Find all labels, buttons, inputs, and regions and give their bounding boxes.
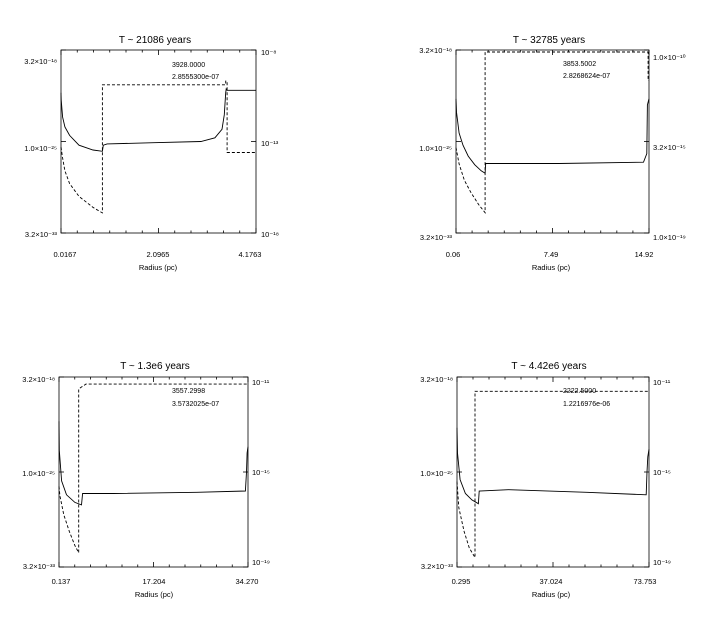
plot-frame	[58, 376, 249, 568]
solid-series-line	[456, 427, 650, 505]
plot-area	[456, 390, 650, 560]
chart-panel-4: T ~ 4.42e6 years 3.2×10⁻¹⁸ 1.0×10⁻²⁵ 3.2…	[420, 361, 671, 599]
left-axis-tick-label: 3.2×10⁻³³	[420, 233, 453, 242]
left-axis-tick-label: 3.2×10⁻¹⁸	[24, 57, 57, 66]
solid-series-line	[60, 87, 256, 152]
right-axis-tick-label: 10⁻¹³	[261, 139, 279, 148]
left-axis-tick-label: 1.0×10⁻²⁵	[24, 144, 57, 153]
x-axis-tick-label: 0.295	[452, 577, 471, 586]
annotation-value-1: 3557.2998	[172, 388, 205, 395]
x-axis-title: Radius (pc)	[135, 590, 174, 599]
annotation-value-2: 2.8268624e-07	[563, 73, 610, 80]
right-axis-tick-label: 10⁻⁸	[261, 48, 276, 57]
annotation-value-1: 3853.5002	[563, 61, 596, 68]
x-axis-tick-label: 2.0965	[147, 250, 170, 259]
dashed-series-line	[58, 383, 248, 553]
chart-panel-3: T ~ 1.3e6 years 3.2×10⁻¹⁸ 1.0×10⁻²⁵ 3.2×…	[22, 361, 270, 599]
annotation-value-1: 2222.5000	[563, 388, 596, 395]
chart-title: T ~ 4.42e6 years	[511, 361, 586, 372]
x-axis-title: Radius (pc)	[139, 263, 178, 272]
x-axis-tick-label: 7.49	[544, 250, 559, 259]
x-axis-tick-label: 0.06	[446, 250, 461, 259]
annotation-value-2: 2.8555300e-07	[172, 74, 219, 81]
right-axis-tick-label: 1.0×10⁻¹⁹	[653, 233, 686, 242]
x-axis-tick-label: 37.024	[540, 577, 563, 586]
x-axis-tick-label: 73.753	[634, 577, 657, 586]
x-axis-tick-label: 0.137	[52, 577, 71, 586]
plot-area	[58, 383, 249, 553]
x-axis-tick-label: 14.92	[635, 250, 654, 259]
left-axis-tick-label: 3.2×10⁻¹⁸	[420, 375, 453, 384]
x-axis-tick-label: 0.0167	[54, 250, 77, 259]
left-axis-tick-label: 3.2×10⁻³³	[23, 562, 56, 571]
x-axis-tick-label: 34.270	[236, 577, 259, 586]
right-axis-tick-label: 10⁻¹¹	[252, 378, 270, 387]
solid-series-line	[58, 421, 249, 506]
plot-frame	[456, 376, 650, 568]
annotation-value-2: 3.5732025e-07	[172, 401, 219, 408]
chart-panel-1: T ~ 21086 years 3.2×10⁻¹⁸ 1.0×10⁻²⁵ 3.2×…	[24, 35, 279, 272]
left-axis-tick-label: 3.2×10⁻³³	[421, 562, 454, 571]
chart-title: T ~ 32785 years	[513, 35, 585, 46]
left-axis-tick-label: 1.0×10⁻²⁵	[420, 469, 453, 478]
left-axis-tick-label: 3.2×10⁻¹⁸	[22, 375, 55, 384]
dashed-series-line	[60, 80, 256, 214]
annotation-value-2: 1.2216976e-06	[563, 401, 610, 408]
left-axis-tick-label: 3.2×10⁻³³	[25, 230, 58, 239]
dashed-series-line	[456, 390, 649, 560]
right-axis-tick-label: 10⁻¹⁵	[653, 468, 671, 477]
plot-frame	[60, 49, 257, 234]
left-axis-tick-label: 3.2×10⁻¹⁸	[419, 46, 452, 55]
right-axis-tick-label: 10⁻¹⁹	[653, 558, 671, 567]
chart-panel-2: T ~ 32785 years 3.2×10⁻¹⁸ 1.0×10⁻²⁵ 3.2×…	[419, 35, 686, 272]
dashed-series-line	[455, 51, 649, 214]
plot-area	[60, 80, 256, 214]
annotation-value-1: 3928.0000	[172, 62, 205, 69]
x-axis-title: Radius (pc)	[532, 590, 571, 599]
x-axis-tick-label: 4.1763	[239, 250, 262, 259]
right-axis-tick-label: 10⁻¹⁹	[252, 558, 270, 567]
left-axis-tick-label: 1.0×10⁻²⁵	[22, 469, 55, 478]
right-axis-tick-label: 3.2×10⁻¹⁵	[653, 143, 686, 152]
chart-title: T ~ 21086 years	[119, 35, 191, 46]
right-axis-tick-label: 10⁻¹¹	[653, 378, 671, 387]
x-axis-tick-label: 17.204	[143, 577, 166, 586]
x-axis-title: Radius (pc)	[532, 263, 571, 272]
chart-title: T ~ 1.3e6 years	[120, 361, 190, 372]
right-axis-tick-label: 1.0×10⁻¹⁰	[653, 53, 686, 62]
left-axis-tick-label: 1.0×10⁻²⁵	[419, 144, 452, 153]
plot-area	[455, 51, 650, 214]
right-axis-tick-label: 10⁻¹⁸	[261, 230, 279, 239]
right-axis-tick-label: 10⁻¹⁵	[252, 468, 270, 477]
